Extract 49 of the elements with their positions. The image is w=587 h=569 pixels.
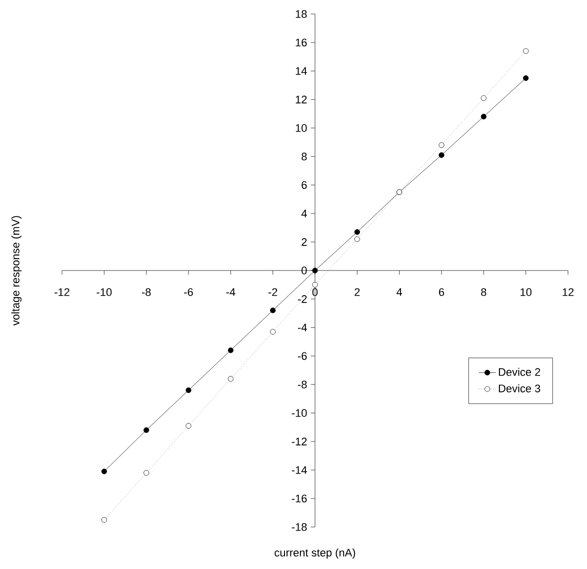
point — [480, 95, 486, 101]
point — [523, 75, 529, 81]
x-tick-label: -12 — [54, 288, 70, 296]
x-tick-label: 12 — [562, 288, 574, 296]
y-tick-label: 6 — [302, 181, 307, 189]
x-tick-label: -6 — [184, 288, 193, 296]
point — [228, 348, 234, 354]
y-tick-label: 16 — [296, 38, 307, 46]
y-tick-label: -10 — [292, 409, 307, 417]
point — [312, 268, 318, 274]
x-tick-label: -4 — [226, 288, 236, 296]
x-tick-label: -2 — [268, 288, 278, 296]
x-tick-label: 0 — [312, 288, 318, 296]
x-axis-title: current step (nA) — [274, 548, 356, 559]
y-tick-label: -12 — [292, 438, 307, 446]
point — [438, 142, 444, 148]
y-tick-label: -8 — [298, 380, 307, 388]
x-tick-label: 2 — [354, 288, 360, 296]
y-tick-label: -14 — [292, 466, 307, 474]
x-tick-label: 4 — [396, 288, 402, 296]
legend-label: Device 2 — [498, 368, 540, 376]
x-tick-label: 10 — [520, 288, 532, 296]
x-tick-label: -8 — [142, 288, 151, 296]
y-tick-label: -16 — [292, 494, 307, 502]
y-tick-label: 0 — [302, 266, 307, 274]
y-tick-label: 18 — [296, 10, 307, 18]
point — [438, 152, 444, 158]
y-tick-label: 12 — [296, 96, 307, 104]
point — [270, 308, 276, 314]
point — [186, 387, 192, 393]
y-tick-label: -2 — [298, 295, 307, 303]
y-tick-label: -4 — [298, 324, 307, 332]
x-tick-label: -10 — [96, 288, 112, 296]
y-tick-label: -6 — [298, 352, 307, 360]
y-tick-label: 4 — [301, 210, 307, 218]
y-tick-label: -18 — [292, 523, 307, 531]
y-axis-title: voltage response (mV) — [11, 216, 22, 326]
x-tick-label: 8 — [481, 288, 486, 296]
point — [101, 468, 107, 474]
point — [354, 229, 360, 235]
y-tick-label: 2 — [302, 238, 307, 246]
point — [144, 427, 150, 433]
y-tick-label: 10 — [296, 124, 307, 132]
point — [480, 114, 486, 120]
y-tick-label: 8 — [302, 152, 307, 160]
point — [312, 282, 318, 288]
y-tick-label: 14 — [296, 67, 307, 75]
x-tick-label: 6 — [439, 288, 444, 296]
legend-label: Device 3 — [498, 384, 540, 392]
